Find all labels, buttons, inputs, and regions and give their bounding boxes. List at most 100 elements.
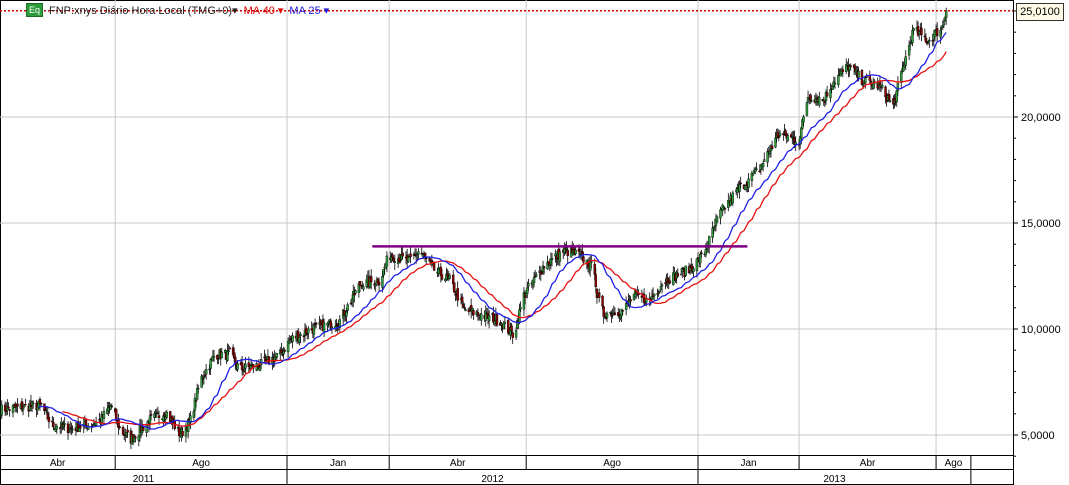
y-tick-label: 20,0000 bbox=[1021, 112, 1061, 124]
candle-body bbox=[920, 27, 923, 36]
month-label: Abr bbox=[50, 458, 66, 469]
candle-body bbox=[849, 65, 852, 67]
candle-body bbox=[267, 356, 271, 364]
candle-body bbox=[565, 247, 568, 250]
candle-body bbox=[464, 309, 467, 312]
candle-body bbox=[392, 258, 395, 262]
candle-body bbox=[79, 425, 82, 429]
candle-body bbox=[864, 77, 867, 83]
candle-body bbox=[476, 312, 480, 315]
candle-body bbox=[650, 296, 654, 300]
candle-body bbox=[911, 30, 914, 43]
candle-body bbox=[861, 84, 865, 87]
candle-body bbox=[502, 322, 505, 330]
y-tick-label: 10,0000 bbox=[1021, 324, 1061, 336]
y-tick-label: 15,0000 bbox=[1021, 218, 1061, 230]
candle-body bbox=[943, 17, 947, 22]
candle-body bbox=[810, 100, 813, 102]
candle-body bbox=[446, 274, 449, 277]
candle-body bbox=[460, 296, 464, 303]
candle-body bbox=[935, 28, 939, 37]
candle-body bbox=[288, 340, 291, 344]
candle-body bbox=[705, 248, 709, 250]
candle-body bbox=[98, 419, 101, 421]
candle-body bbox=[621, 310, 624, 312]
candle-body bbox=[338, 319, 341, 328]
candle-body bbox=[660, 284, 664, 287]
candle-body bbox=[307, 328, 310, 334]
candle-body bbox=[923, 35, 927, 38]
candle-body bbox=[715, 216, 719, 222]
candle-body bbox=[258, 366, 262, 372]
candle-body bbox=[0, 404, 3, 416]
candle-body bbox=[306, 333, 309, 336]
candle-body bbox=[377, 281, 381, 286]
candle-body bbox=[425, 257, 428, 259]
candle-body bbox=[664, 282, 667, 284]
month-label: Ago bbox=[945, 458, 963, 469]
equity-badge: Eq bbox=[26, 3, 44, 17]
candle-body bbox=[421, 254, 425, 257]
candle-body bbox=[653, 293, 656, 297]
candle-body bbox=[118, 426, 121, 428]
ma25-legend-dropdown[interactable]: MA 25 ▾ bbox=[289, 4, 330, 17]
candle-body bbox=[44, 408, 47, 411]
candle-body bbox=[228, 347, 231, 350]
candle-body bbox=[590, 261, 593, 263]
candle-body bbox=[857, 70, 860, 78]
candle-body bbox=[312, 325, 316, 335]
candle-body bbox=[540, 272, 544, 274]
candle-body bbox=[165, 412, 169, 418]
candle-body bbox=[55, 426, 58, 430]
candle-body bbox=[78, 427, 81, 432]
candle-body bbox=[511, 332, 514, 338]
moving-average-40 bbox=[62, 51, 947, 427]
candle-body bbox=[275, 353, 279, 358]
candle-body bbox=[862, 83, 866, 85]
candle-body bbox=[110, 405, 114, 408]
candle-body bbox=[868, 75, 872, 81]
ma40-legend-dropdown[interactable]: MA 40 ▾ bbox=[243, 4, 284, 17]
candle-body bbox=[802, 116, 805, 123]
candle-body bbox=[420, 252, 423, 255]
candle-body bbox=[704, 249, 708, 256]
candle-body bbox=[925, 42, 929, 44]
candle-body bbox=[656, 293, 659, 295]
candle-body bbox=[711, 227, 714, 238]
candle-body bbox=[939, 29, 942, 38]
candle-body bbox=[611, 313, 614, 316]
candle-body bbox=[831, 86, 834, 90]
candle-body bbox=[593, 263, 596, 275]
candle-body bbox=[24, 404, 27, 406]
candle-body bbox=[761, 162, 765, 168]
year-label: 2013 bbox=[823, 474, 846, 485]
candle-body bbox=[747, 178, 750, 188]
candle-body bbox=[169, 411, 172, 422]
candle-body bbox=[514, 330, 518, 338]
candle-body bbox=[335, 325, 338, 327]
candle-body bbox=[880, 85, 884, 88]
candle-body bbox=[910, 42, 913, 45]
candle-body bbox=[39, 403, 43, 405]
candle-body bbox=[208, 368, 211, 371]
candle-body bbox=[503, 321, 507, 324]
candle-body bbox=[751, 173, 755, 176]
candle-body bbox=[243, 369, 246, 371]
candle-body bbox=[8, 409, 11, 411]
candle-body bbox=[581, 251, 584, 255]
chart-legend: Eq FNP:xnys Diário Hora Local (TMG+0)▾ M… bbox=[26, 3, 329, 17]
candles bbox=[0, 7, 948, 450]
candle-body bbox=[134, 436, 137, 439]
candle-body bbox=[302, 335, 306, 337]
candle-body bbox=[904, 56, 907, 66]
candle-body bbox=[510, 325, 513, 332]
candle-body bbox=[758, 170, 761, 172]
candle-body bbox=[216, 354, 219, 360]
candle-body bbox=[117, 418, 120, 428]
candle-body bbox=[374, 284, 377, 287]
candle-body bbox=[721, 204, 724, 211]
candle-body bbox=[146, 421, 149, 424]
candle-body bbox=[291, 335, 294, 342]
instrument-title-dropdown[interactable]: FNP:xnys Diário Hora Local (TMG+0)▾ bbox=[49, 4, 238, 17]
candle-body bbox=[743, 185, 747, 190]
